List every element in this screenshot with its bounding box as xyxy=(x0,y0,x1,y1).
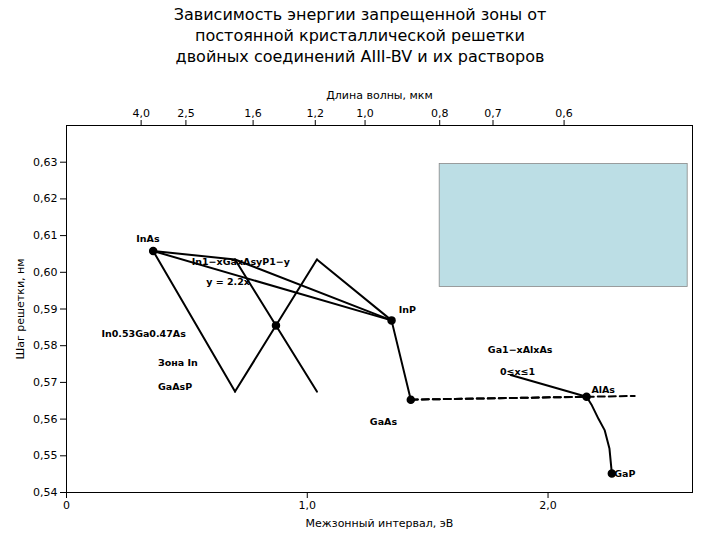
svg-text:1,0: 1,0 xyxy=(356,107,374,120)
svg-text:0,56: 0,56 xyxy=(33,413,58,426)
svg-text:Ga1−xAlxAs: Ga1−xAlxAs xyxy=(488,344,553,355)
svg-text:0,57: 0,57 xyxy=(33,376,58,389)
svg-text:Межзонный интервал, эВ: Межзонный интервал, эВ xyxy=(306,517,454,530)
svg-text:GaAs: GaAs xyxy=(370,416,398,427)
svg-text:GaAsP: GaAsP xyxy=(158,381,192,392)
svg-text:1,6: 1,6 xyxy=(244,107,262,120)
svg-text:Зона In: Зона In xyxy=(158,357,198,368)
svg-text:0,6: 0,6 xyxy=(555,107,573,120)
svg-text:1,2: 1,2 xyxy=(307,107,325,120)
svg-text:0,54: 0,54 xyxy=(33,486,58,499)
svg-text:y = 2.2x: y = 2.2x xyxy=(206,276,250,287)
svg-text:In0.53Ga0.47As: In0.53Ga0.47As xyxy=(101,328,186,339)
svg-text:Шаг решетки, нм: Шаг решетки, нм xyxy=(14,258,27,359)
svg-text:InP: InP xyxy=(399,304,416,315)
svg-text:4,0: 4,0 xyxy=(132,107,150,120)
svg-text:1,0: 1,0 xyxy=(299,499,317,512)
svg-text:0,58: 0,58 xyxy=(33,339,58,352)
svg-text:2,0: 2,0 xyxy=(539,499,557,512)
svg-text:0,60: 0,60 xyxy=(33,266,58,279)
svg-text:0: 0 xyxy=(63,499,70,512)
svg-text:Длина волны, мкм: Длина волны, мкм xyxy=(326,89,433,102)
svg-text:0,7: 0,7 xyxy=(484,107,502,120)
svg-text:0,8: 0,8 xyxy=(431,107,449,120)
svg-text:0,55: 0,55 xyxy=(33,449,58,462)
svg-text:AlAs: AlAs xyxy=(591,384,615,395)
svg-text:0,62: 0,62 xyxy=(33,192,58,205)
svg-text:2,5: 2,5 xyxy=(177,107,195,120)
svg-text:0,59: 0,59 xyxy=(33,303,58,316)
svg-text:0,61: 0,61 xyxy=(33,229,58,242)
svg-text:GaP: GaP xyxy=(614,468,635,479)
svg-text:In1−xGaxAsyP1−y: In1−xGaxAsyP1−y xyxy=(192,256,291,267)
html-text:Зависимость энергии запрещенно: Зависимость энергии запрещенной зоны от … xyxy=(173,5,547,66)
svg-text:InAs: InAs xyxy=(136,233,160,244)
svg-text:0≤x≤1: 0≤x≤1 xyxy=(500,366,535,377)
svg-text:0,63: 0,63 xyxy=(33,156,58,169)
